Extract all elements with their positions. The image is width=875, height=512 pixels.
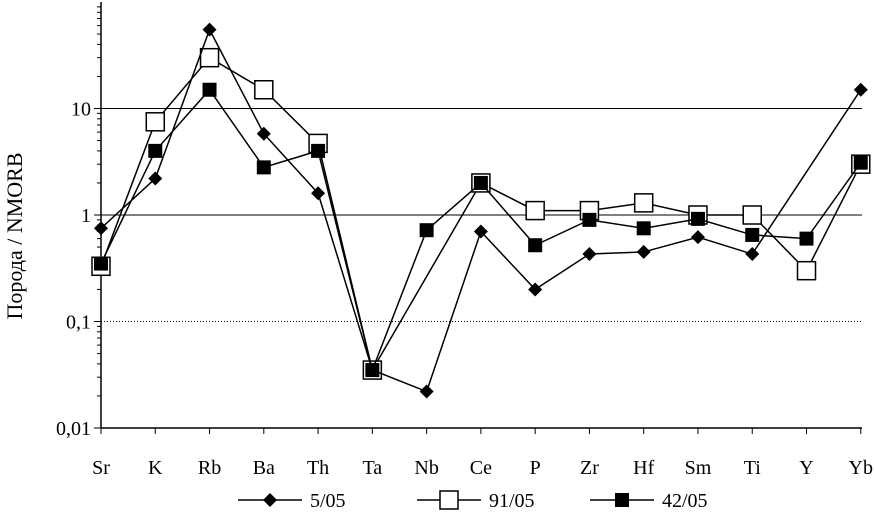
y-axis-title: Порода / NMORB bbox=[2, 152, 27, 319]
data-point bbox=[745, 227, 760, 242]
legend-marker bbox=[263, 493, 277, 507]
x-tick-label: Yb bbox=[849, 457, 873, 479]
data-point bbox=[690, 230, 705, 245]
data-point bbox=[419, 223, 434, 238]
data-point bbox=[582, 247, 597, 262]
x-tick-label: P bbox=[530, 457, 541, 479]
legend-item: 91/05 bbox=[417, 490, 535, 512]
data-point bbox=[145, 112, 166, 132]
data-point bbox=[742, 205, 762, 225]
x-tick-label: Ce bbox=[470, 457, 492, 479]
legend-item: 42/05 bbox=[590, 490, 708, 512]
data-point bbox=[528, 282, 543, 297]
x-tick-label: Sm bbox=[685, 457, 712, 479]
data-point bbox=[148, 171, 163, 186]
x-tick-label: Y bbox=[799, 457, 813, 479]
x-tick-label: Rb bbox=[198, 457, 221, 479]
legend-item: 5/05 bbox=[238, 490, 346, 512]
data-point bbox=[365, 363, 380, 378]
x-tick-label: Zr bbox=[580, 457, 599, 479]
data-point bbox=[853, 155, 868, 170]
legend-marker bbox=[615, 493, 629, 507]
series-42/05 bbox=[94, 82, 868, 378]
data-point bbox=[636, 221, 651, 236]
data-point bbox=[311, 186, 326, 201]
data-point bbox=[582, 212, 597, 227]
x-tick-label: Nb bbox=[414, 457, 438, 479]
x-axis-ticks: Sr K Rb Ba Th Ta Nb Ce P Zr Hf Sm Ti Y Yb bbox=[92, 457, 873, 479]
data-point bbox=[796, 260, 817, 281]
data-point bbox=[419, 384, 434, 399]
x-tick-label: Ta bbox=[362, 457, 382, 479]
series-layer bbox=[91, 22, 871, 399]
y-tick-label: 0,01 bbox=[56, 418, 91, 440]
data-point bbox=[690, 211, 705, 226]
y-tick-label: 0,1 bbox=[66, 312, 91, 334]
x-tick-label: Th bbox=[307, 457, 329, 479]
data-point bbox=[202, 82, 217, 97]
data-point bbox=[254, 79, 274, 100]
data-point bbox=[745, 247, 760, 262]
data-point bbox=[256, 126, 271, 141]
data-point bbox=[853, 82, 868, 97]
data-point bbox=[202, 22, 217, 37]
x-tick-label: Hf bbox=[633, 457, 654, 479]
data-point bbox=[199, 47, 220, 68]
data-point bbox=[94, 221, 108, 236]
data-point bbox=[473, 224, 488, 239]
axes bbox=[94, 2, 862, 434]
y-tick-label: 10 bbox=[71, 99, 91, 121]
legend-marker bbox=[439, 490, 459, 510]
series-91/05 bbox=[91, 47, 871, 380]
series-line bbox=[100, 27, 862, 393]
x-tick-label: Sr bbox=[92, 457, 110, 479]
legend-label: 5/05 bbox=[310, 490, 346, 512]
x-tick-label: Ti bbox=[744, 457, 762, 479]
y-tick-label: 1 bbox=[81, 205, 91, 227]
data-point bbox=[473, 175, 488, 190]
data-point bbox=[799, 231, 814, 246]
x-tick-label: Ba bbox=[253, 457, 275, 479]
legend-label: 42/05 bbox=[662, 490, 708, 512]
x-tick-label: K bbox=[148, 457, 163, 479]
data-point bbox=[256, 160, 271, 175]
data-point bbox=[636, 244, 651, 259]
data-point bbox=[525, 200, 545, 221]
y-axis-ticks: 0,01 0,1 1 10 bbox=[56, 99, 91, 441]
data-point bbox=[633, 193, 654, 213]
data-point bbox=[94, 256, 108, 271]
legend-label: 91/05 bbox=[489, 490, 535, 512]
data-point bbox=[311, 143, 326, 158]
data-point bbox=[148, 143, 163, 158]
legend: 5/05 91/05 42/05 bbox=[238, 490, 708, 512]
data-point bbox=[528, 238, 543, 253]
